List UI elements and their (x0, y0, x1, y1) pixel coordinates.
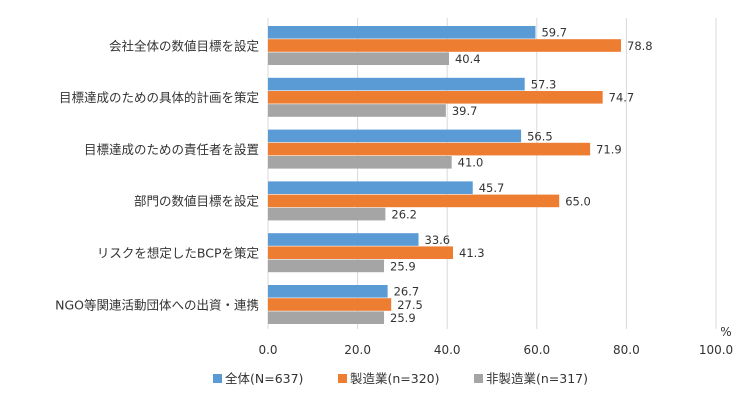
bar (268, 181, 473, 194)
category-labels: 会社全体の数値目標を設定目標達成のための具体的計画を策定目標達成のための責任者を… (55, 38, 259, 312)
data-label: 40.4 (455, 52, 481, 66)
legend: 全体(N=637) 製造業(n=320) 非製造業(n=317) (213, 371, 588, 386)
legend-label: 全体(N=637) (225, 371, 303, 386)
legend-swatch (474, 374, 483, 383)
data-label: 25.9 (390, 311, 416, 325)
data-label: 45.7 (479, 181, 505, 195)
data-label: 26.7 (394, 285, 420, 299)
legend-label: 非製造業(n=317) (486, 371, 588, 386)
bar (268, 142, 591, 156)
data-label: 33.6 (425, 233, 451, 247)
bar (268, 26, 536, 39)
x-tick-label: 0.0 (258, 343, 277, 357)
legend-label: 製造業(n=320) (350, 371, 440, 386)
gridlines (267, 18, 717, 329)
data-label: 39.7 (452, 104, 478, 118)
bar (268, 285, 388, 298)
x-tick-label: 100.0 (699, 343, 733, 357)
data-label: 25.9 (390, 259, 416, 273)
bar (268, 77, 525, 91)
bar (268, 298, 392, 311)
x-axis-unit-label: % (720, 325, 731, 339)
data-label: 65.0 (565, 194, 591, 208)
data-label: 56.5 (527, 129, 553, 143)
data-label: 27.5 (397, 298, 423, 312)
bar (268, 311, 385, 324)
bars (268, 26, 622, 324)
bar (268, 156, 452, 169)
data-label: 74.7 (609, 91, 635, 105)
data-label: 57.3 (531, 78, 557, 92)
x-tick-label: 80.0 (613, 343, 640, 357)
data-label: 78.8 (627, 39, 653, 53)
bar (268, 259, 385, 273)
bar (268, 39, 622, 52)
legend-swatch (213, 374, 222, 383)
x-axis-tick-labels: 0.0 20.0 40.0 60.0 80.0 100.0 (258, 343, 733, 357)
bar (268, 91, 603, 104)
bar (268, 246, 454, 259)
data-label: 71.9 (596, 143, 622, 157)
category-label: 会社全体の数値目標を設定 (109, 38, 259, 53)
legend-swatch (338, 374, 347, 383)
bar (268, 194, 560, 208)
x-tick-label: 60.0 (523, 343, 550, 357)
category-label: リスクを想定したBCPを策定 (97, 246, 259, 261)
x-tick-label: 40.0 (434, 343, 461, 357)
category-label: NGO等関連活動団体への出資・連携 (55, 297, 259, 312)
category-label: 目標達成のための責任者を設置 (84, 142, 259, 157)
data-label: 59.7 (541, 26, 567, 40)
bar (268, 52, 449, 65)
data-label: 41.0 (458, 156, 484, 170)
bar (268, 104, 446, 117)
data-label: 26.2 (391, 208, 417, 222)
x-tick-label: 20.0 (344, 343, 371, 357)
data-label: 41.3 (459, 246, 485, 260)
category-label: 部門の数値目標を設定 (134, 194, 259, 209)
value-labels: 59.7 78.8 40.4 57.3 74.7 39.7 56.5 71.9 41.0 45.7… (390, 26, 653, 325)
bar (268, 207, 386, 221)
bar (268, 233, 419, 246)
category-label: 目標達成のための具体的計画を策定 (59, 90, 259, 105)
bar (268, 129, 522, 143)
